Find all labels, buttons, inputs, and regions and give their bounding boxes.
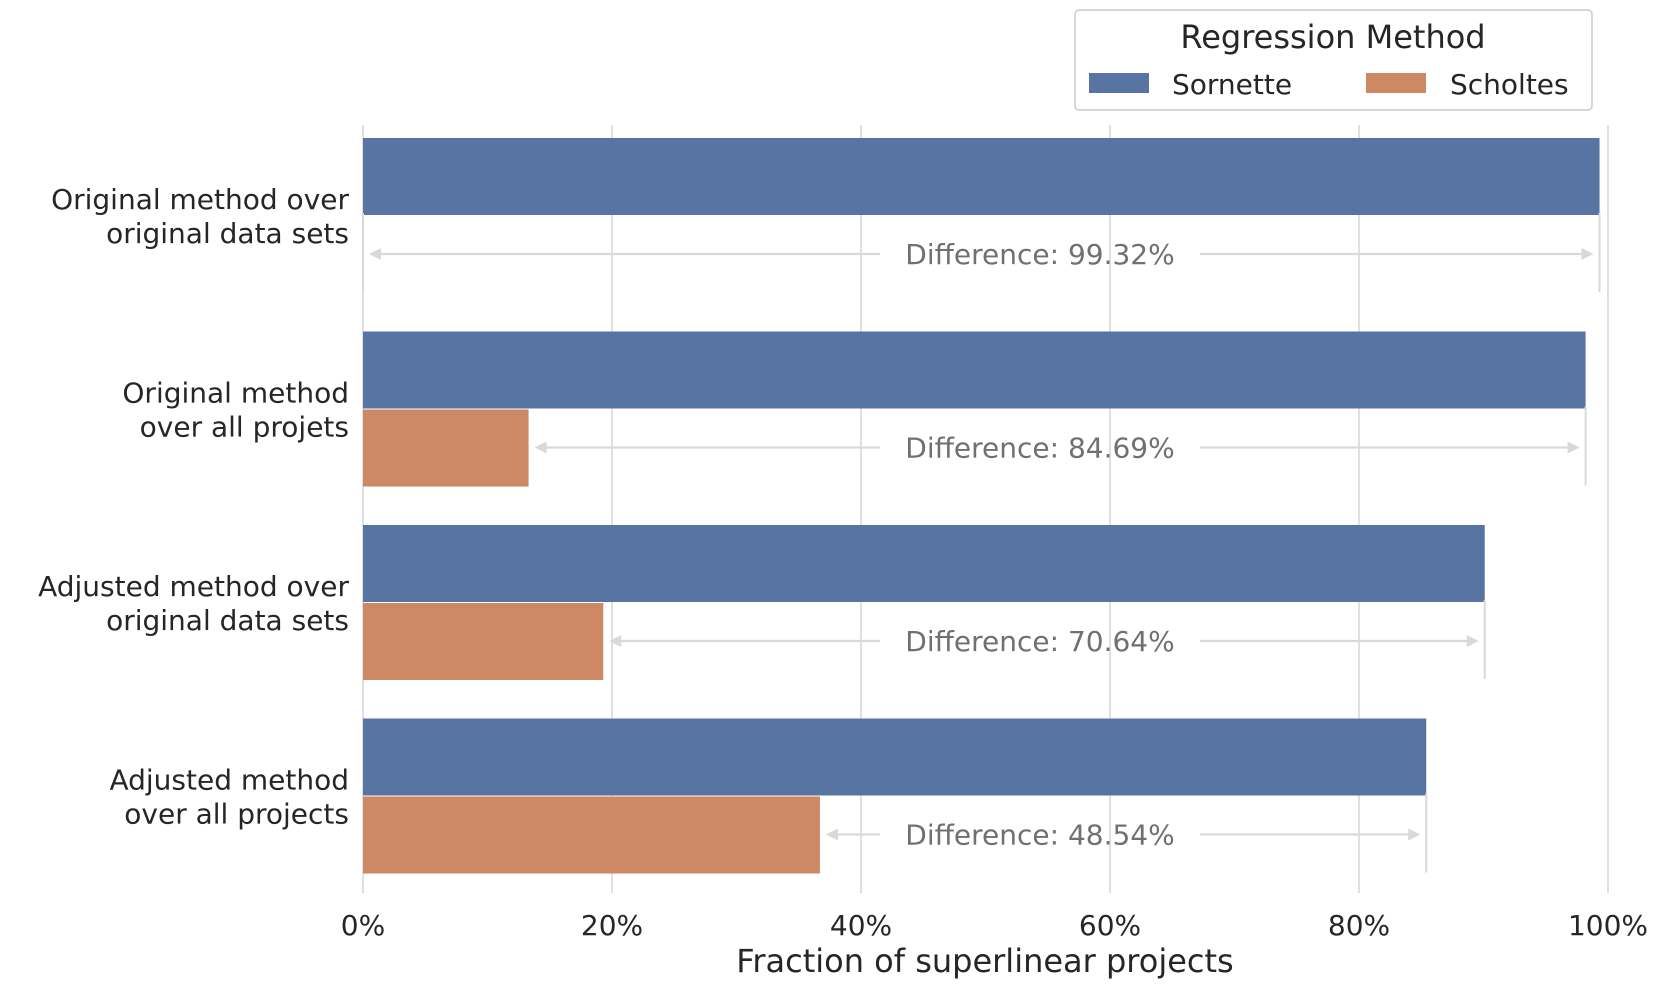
bar-scholtes-1 <box>363 409 529 487</box>
x-tick-label-20: 20% <box>581 909 643 942</box>
difference-arrowhead-right-0 <box>1581 248 1594 260</box>
bar-sornette-3 <box>363 718 1427 796</box>
x-tick-label-80: 80% <box>1328 909 1390 942</box>
bar-sornette-2 <box>363 525 1485 602</box>
y-axis-label-1: Original method over all projets <box>122 377 349 444</box>
legend-label-scholtes: Scholtes <box>1450 68 1569 101</box>
difference-arrowhead-left-1 <box>534 441 547 454</box>
difference-arrowhead-right-2 <box>1466 635 1479 647</box>
difference-arrowhead-right-3 <box>1408 828 1421 841</box>
difference-label-1: Difference: 84.69% <box>905 432 1174 465</box>
legend: Regression Method Sornette Scholtes <box>1074 9 1593 111</box>
y-axis-label-2: Adjusted method over original data sets <box>38 570 349 637</box>
legend-label-sornette: Sornette <box>1172 68 1292 101</box>
difference-label-2: Difference: 70.64% <box>905 625 1174 658</box>
legend-swatch-scholtes <box>1366 73 1426 93</box>
difference-label-0: Difference: 99.32% <box>905 238 1174 271</box>
bar-scholtes-3 <box>363 796 820 874</box>
difference-label-3: Difference: 48.54% <box>905 819 1174 852</box>
x-tick-label-60: 60% <box>1079 909 1141 942</box>
difference-arrowhead-left-0 <box>369 248 381 260</box>
y-axis-label-3: Adjusted method over all projects <box>109 764 349 831</box>
x-axis-title: Fraction of superlinear projects <box>736 942 1233 980</box>
x-tick-label-0: 0% <box>341 909 385 942</box>
difference-arrowhead-left-2 <box>609 635 622 647</box>
x-tick-label-40: 40% <box>830 909 892 942</box>
difference-arrowhead-left-3 <box>825 828 838 841</box>
y-axis-label-0: Original method over original data sets <box>51 183 349 250</box>
difference-arrowhead-right-1 <box>1567 441 1580 454</box>
difference-annotations: Difference: 99.32% Difference: 84.69% Diff… <box>362 213 1601 873</box>
bars <box>363 138 1600 874</box>
legend-title: Regression Method <box>1180 18 1485 56</box>
bar-scholtes-2 <box>363 603 604 680</box>
y-axis-labels: Original method over original data sets Or… <box>38 183 349 831</box>
legend-frame <box>1074 9 1593 111</box>
legend-swatch-sornette <box>1089 73 1149 93</box>
x-axis-ticks: 0% 20% 40% 60% 80% 100% <box>341 909 1648 942</box>
bar-sornette-0 <box>363 138 1600 215</box>
x-tick-label-100: 100% <box>1568 909 1648 942</box>
bar-sornette-1 <box>363 331 1586 409</box>
